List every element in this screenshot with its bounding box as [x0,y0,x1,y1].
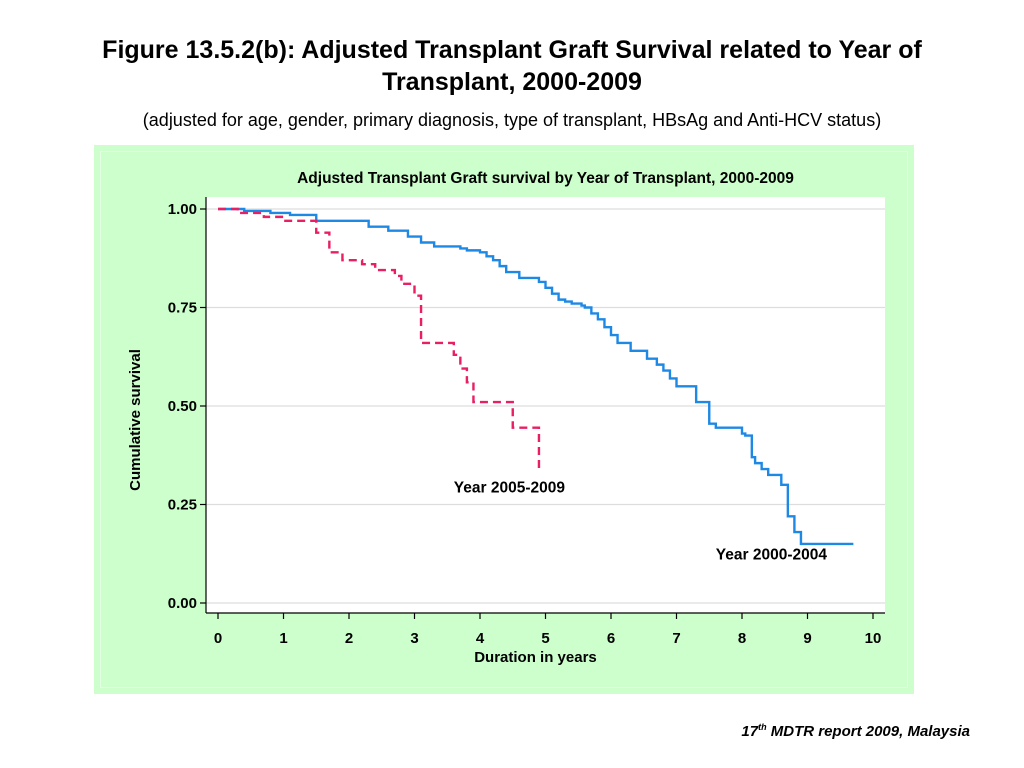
y-tick-label: 1.00 [168,201,197,218]
x-tick-label: 5 [541,630,549,647]
x-axis-label: Duration in years [474,649,597,666]
y-tick-label: 0.75 [168,300,197,317]
survival-chart: Adjusted Transplant Graft survival by Ye… [127,170,885,666]
series-label: Year 2000-2004 [716,547,828,564]
x-tick-label: 6 [607,630,615,647]
y-tick-label: 0.50 [168,398,197,415]
footer-text: MDTR report 2009, Malaysia [766,723,970,740]
series-label: Year 2005-2009 [454,480,566,497]
y-tick-label: 0.25 [168,497,197,514]
x-tick-label: 8 [738,630,746,647]
series-line-2000-2004 [218,207,854,546]
y-tick-label: 0.00 [168,595,197,612]
x-tick-label: 10 [865,630,882,647]
x-tick-label: 9 [803,630,811,647]
page-title: Figure 13.5.2(b): Adjusted Transplant Gr… [102,36,922,96]
x-tick-label: 1 [279,630,287,647]
page-subtitle: (adjusted for age, gender, primary diagn… [142,110,882,130]
plot-area [206,197,885,613]
chart-panel: Adjusted Transplant Graft survival by Ye… [94,145,914,694]
footer-superscript: th [758,722,767,732]
panel-frame [100,151,908,688]
footer-number: 17 [741,723,759,740]
x-tick-label: 2 [345,630,353,647]
x-tick-label: 4 [476,630,485,647]
x-tick-label: 0 [214,630,222,647]
x-tick-label: 7 [672,630,680,647]
source-footer: 17th MDTR report 2009, Malaysia [741,722,970,740]
x-tick-label: 3 [410,630,418,647]
chart-title: Adjusted Transplant Graft survival by Ye… [297,170,794,187]
y-axis-label: Cumulative survival [127,349,144,491]
